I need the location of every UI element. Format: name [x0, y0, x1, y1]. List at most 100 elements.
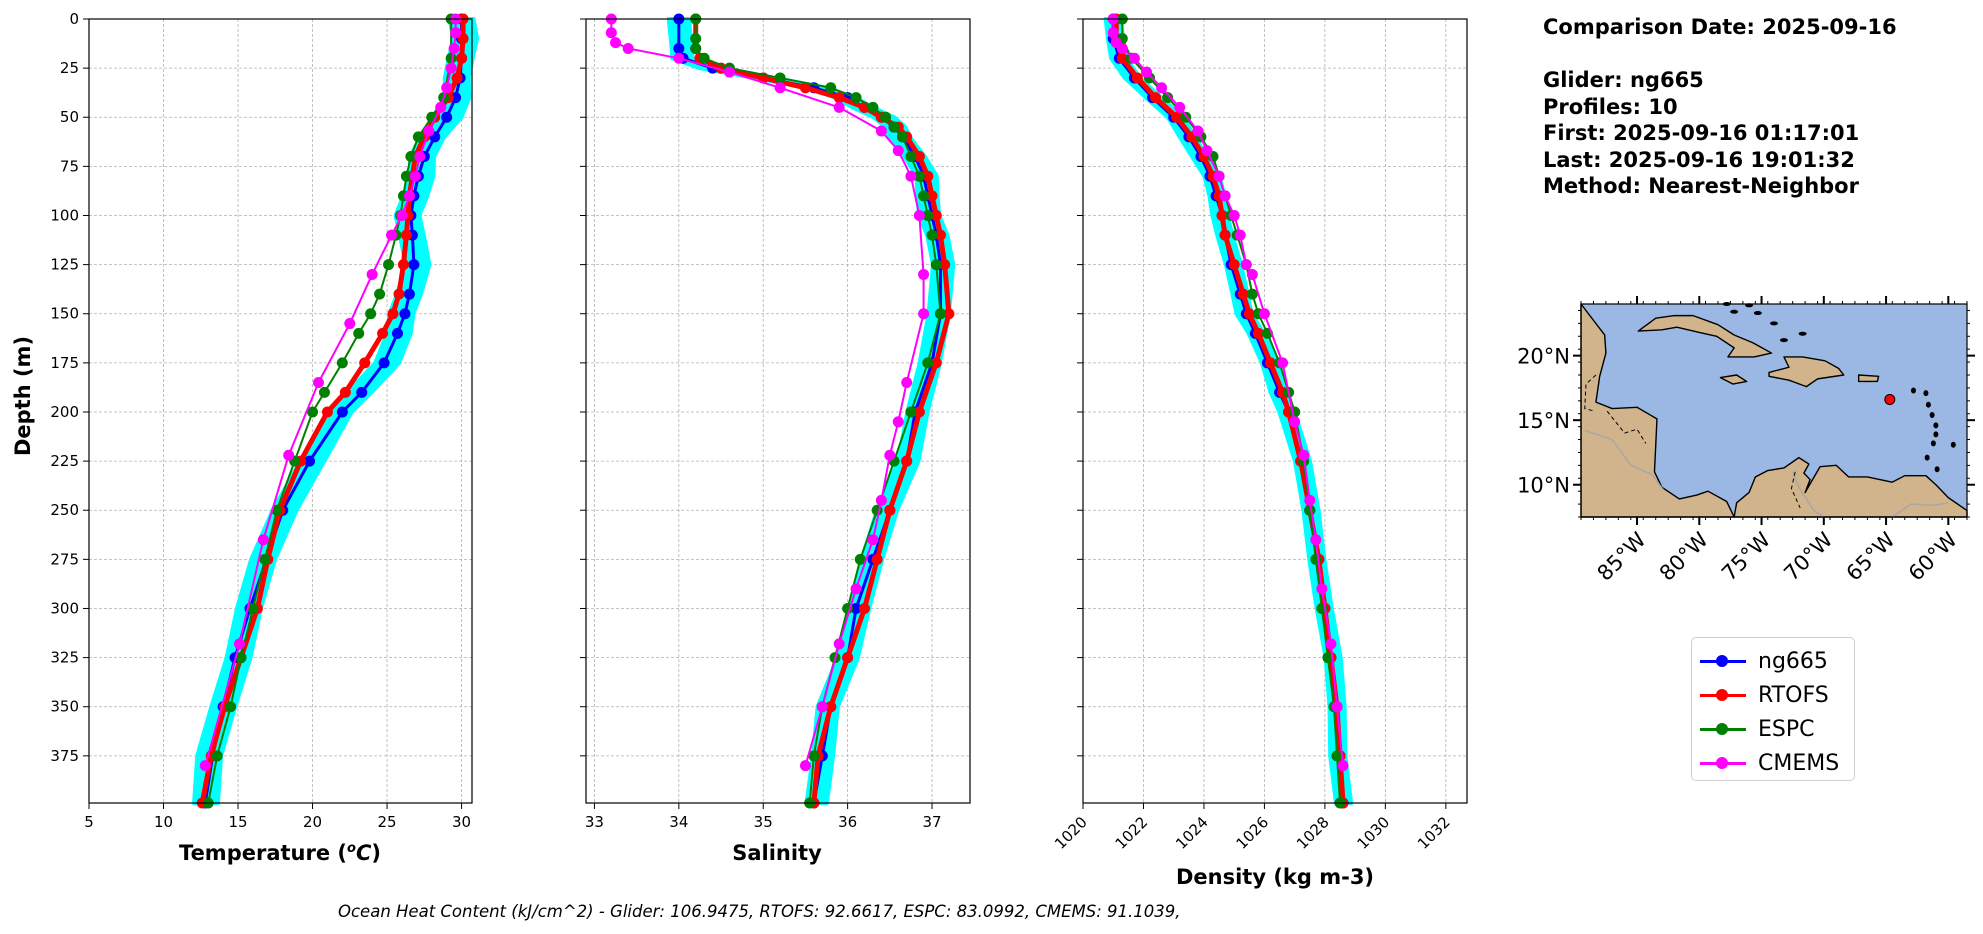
data-point-rtofs — [871, 553, 883, 565]
data-point-rtofs — [939, 259, 951, 271]
data-point-rtofs — [913, 151, 925, 163]
density-panel: 1020 1022 1024 1026 1028 1030 1032 — [1051, 13, 1468, 853]
y-tick-label: 375 — [50, 747, 79, 765]
data-point-rtofs — [1150, 92, 1162, 104]
legend-swatch — [1700, 753, 1746, 773]
map-lat-label: 20°N — [1517, 345, 1570, 369]
data-point-rtofs — [922, 170, 934, 182]
legend-swatch — [1700, 685, 1746, 705]
data-point-cmems — [673, 52, 685, 64]
map-lon-label: 70°W — [1779, 527, 1837, 585]
data-point-cmems — [1174, 101, 1186, 113]
data-point-rtofs — [1243, 308, 1255, 320]
data-point-cmems — [833, 638, 845, 650]
data-point-cmems — [435, 101, 447, 113]
data-point-rtofs — [393, 288, 405, 300]
y-tick-label: 75 — [60, 157, 79, 175]
data-point-espc — [698, 52, 710, 64]
data-point-cmems — [448, 42, 460, 54]
map-lon-label: 60°W — [1904, 527, 1962, 585]
data-point-espc — [690, 42, 702, 54]
data-point-espc — [905, 406, 917, 418]
data-point-cmems — [423, 125, 435, 137]
land-central-america — [1580, 303, 1735, 518]
method: Method: Nearest-Neighbor — [1543, 174, 1859, 198]
data-point-rtofs — [1252, 327, 1264, 339]
land-bahamas-islet — [1798, 331, 1807, 336]
data-point-cmems — [622, 42, 634, 54]
x-tick-label: 1020 — [1051, 813, 1091, 853]
data-point-espc — [400, 170, 412, 182]
land-lesser-antilles-islet — [1924, 454, 1930, 461]
data-point-cmems — [313, 377, 325, 389]
glider-name: Glider: ng665 — [1543, 68, 1704, 92]
land-bahamas-islet — [1730, 309, 1739, 314]
data-point-cmems — [1128, 52, 1140, 64]
data-point-espc — [259, 553, 271, 565]
data-point-cmems — [918, 268, 930, 280]
data-point-cmems — [799, 760, 811, 772]
data-point-espc — [922, 357, 934, 369]
data-point-cmems — [283, 449, 295, 461]
data-point-espc — [318, 386, 330, 398]
y-tick-label: 100 — [50, 206, 79, 224]
map-border — [1891, 502, 1949, 518]
land-bahamas-islet — [1779, 338, 1788, 343]
data-point-cmems — [884, 449, 896, 461]
data-point-espc — [365, 308, 377, 320]
data-point-ng665 — [391, 327, 403, 339]
x-tick-label: 15 — [228, 813, 247, 831]
data-point-rtofs — [901, 455, 913, 467]
data-point-cmems — [913, 209, 925, 221]
data-point-espc — [690, 33, 702, 45]
data-point-cmems — [1325, 638, 1337, 650]
data-point-espc — [850, 92, 862, 104]
data-point-espc — [1246, 288, 1258, 300]
data-point-ng665 — [399, 308, 411, 320]
data-point-ng665 — [336, 406, 348, 418]
map-border-dashed — [1606, 410, 1647, 444]
depth-axis-label: Depth (m) — [11, 336, 35, 456]
data-point-cmems — [1219, 190, 1231, 202]
data-point-cmems — [1140, 66, 1152, 78]
data-point-rtofs — [1171, 111, 1183, 123]
data-point-cmems — [1310, 534, 1322, 546]
data-point-cmems — [366, 268, 378, 280]
data-point-espc — [1322, 652, 1334, 664]
data-point-espc — [888, 121, 900, 133]
legend-item-rtofs: RTOFS — [1700, 678, 1846, 712]
data-point-cmems — [344, 318, 356, 330]
map-lat-label: 10°N — [1517, 474, 1570, 498]
data-point-cmems — [1116, 42, 1128, 54]
map-lat-label: 15°N — [1517, 409, 1570, 433]
map-lon-label: 80°W — [1655, 527, 1713, 585]
data-point-cmems — [1277, 357, 1289, 369]
map-frame — [1580, 303, 1968, 518]
data-point-espc — [383, 259, 395, 271]
data-point-cmems — [1316, 583, 1328, 595]
series-line-cmems — [1112, 19, 1345, 766]
y-tick-label: 200 — [50, 403, 79, 421]
data-point-rtofs — [884, 504, 896, 516]
location-map: 85°W 80°W 75°W 70°W 65°W 60°W 10°N 15°N 20°N — [1517, 296, 1975, 586]
data-point-espc — [374, 288, 386, 300]
data-point-rtofs — [387, 308, 399, 320]
land-lesser-antilles-islet — [1950, 441, 1956, 448]
data-point-rtofs — [859, 602, 871, 614]
data-point-espc — [930, 259, 942, 271]
y-tick-label: 250 — [50, 501, 79, 519]
y-tick-label: 275 — [50, 550, 79, 568]
data-point-rtofs — [451, 72, 463, 84]
y-tick-label: 50 — [60, 108, 79, 126]
data-point-rtofs — [400, 229, 412, 241]
x-tick-label: 35 — [754, 813, 773, 831]
y-tick-label: 300 — [50, 599, 79, 617]
land-puerto-rico — [1857, 374, 1880, 383]
x-tick-label: 1028 — [1293, 813, 1333, 853]
map-lon-label: 65°W — [1842, 527, 1900, 585]
legend-label: CMEMS — [1758, 750, 1840, 776]
density-axis-label: Density (kg m-3) — [1176, 865, 1374, 889]
data-point-cmems — [199, 760, 211, 772]
data-point-rtofs — [1264, 357, 1276, 369]
